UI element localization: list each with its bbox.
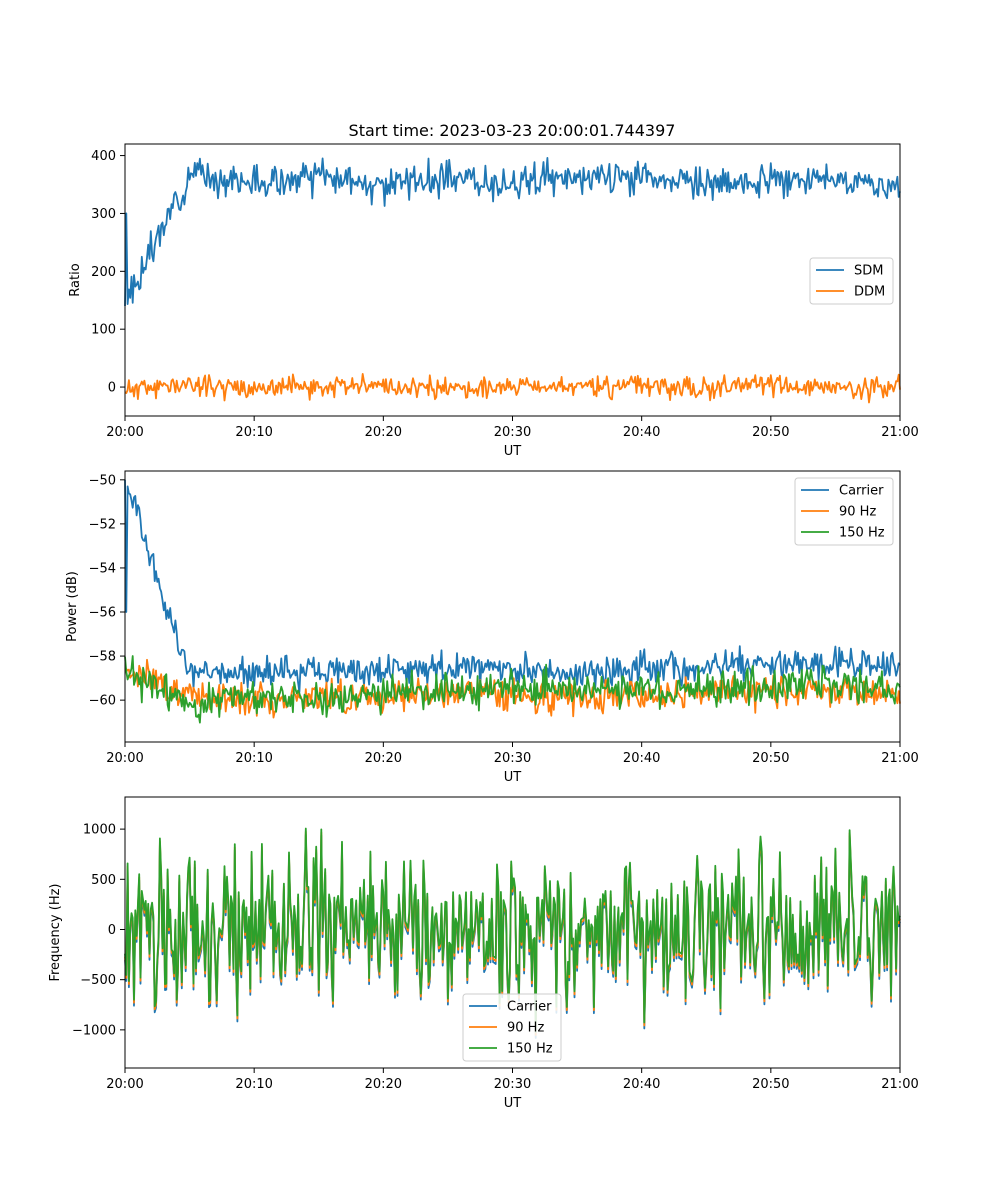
legend: Carrier 90 Hz 150 Hz	[462, 993, 562, 1062]
x-tick-label: 20:00	[106, 751, 143, 766]
legend-box	[794, 477, 894, 546]
x-tick-label: 20:40	[623, 751, 660, 766]
series-line-carrier	[124, 479, 901, 693]
legend-label: 90 Hz	[839, 505, 876, 520]
panels: 20:00 20:10 20:20 20:30 20:40 20:50 21:00 0 100 2…	[48, 143, 919, 1111]
y-axis-label: Frequency (Hz)	[48, 883, 63, 981]
x-tick-label: 20:20	[365, 425, 402, 440]
y-tick-label: 0	[108, 381, 116, 396]
legend-label: SDM	[854, 264, 883, 279]
x-tick-label: 21:00	[881, 1077, 918, 1092]
x-tick-label: 20:10	[235, 1077, 272, 1092]
legend: SDM DDM	[809, 257, 894, 305]
x-tick-label: 20:20	[365, 751, 402, 766]
x-tick-label: 20:10	[235, 425, 272, 440]
panel-3: 20:00 20:10 20:20 20:30 20:40 20:50 21:00 1000 5…	[48, 796, 919, 1111]
legend: Carrier 90 Hz 150 Hz	[794, 477, 894, 546]
panel-2: 20:00 20:10 20:20 20:30 20:40 20:50 21:00 −50 −5…	[65, 470, 919, 785]
x-tick-label: 20:50	[752, 425, 789, 440]
x-tick-label: 20:30	[494, 751, 531, 766]
y-tick-label: 1000	[83, 823, 116, 838]
y-tick-label: 400	[91, 149, 116, 164]
figure-title: Start time: 2023-03-23 20:00:01.744397	[349, 121, 676, 140]
x-tick-label: 20:10	[235, 751, 272, 766]
series-line-sdm	[124, 156, 901, 307]
y-tick-label: 300	[91, 207, 116, 222]
y-tick-label: 200	[91, 265, 116, 280]
y-tick-label: −1000	[72, 1023, 116, 1038]
x-tick-label: 20:50	[752, 1077, 789, 1092]
x-tick-label: 21:00	[881, 751, 918, 766]
y-tick-label: −50	[89, 473, 116, 488]
series-line-150-hz	[124, 655, 901, 724]
x-tick-label: 21:00	[881, 425, 918, 440]
legend-label: DDM	[854, 285, 885, 300]
series-line-150-hz	[124, 827, 901, 1033]
y-tick-label: −58	[89, 650, 116, 665]
y-tick-label: −54	[89, 561, 116, 576]
x-axis-label: UT	[504, 444, 522, 459]
x-tick-label: 20:00	[106, 1077, 143, 1092]
y-tick-label: −500	[80, 973, 116, 988]
panel-1: 20:00 20:10 20:20 20:30 20:40 20:50 21:00 0 100 2…	[68, 143, 919, 459]
x-tick-label: 20:00	[106, 425, 143, 440]
y-tick-label: −56	[89, 606, 116, 621]
y-tick-label: 100	[91, 323, 116, 338]
legend-label: 150 Hz	[507, 1042, 553, 1057]
legend-box	[462, 993, 562, 1062]
y-tick-label: −60	[89, 694, 116, 709]
y-tick-label: 0	[108, 923, 116, 938]
y-axis-label: Ratio	[68, 263, 83, 296]
legend-label: 90 Hz	[507, 1021, 544, 1036]
legend-label: Carrier	[507, 1000, 552, 1015]
x-tick-label: 20:50	[752, 751, 789, 766]
x-axis-label: UT	[504, 1096, 522, 1111]
x-axis-label: UT	[504, 770, 522, 785]
x-tick-label: 20:40	[623, 425, 660, 440]
y-axis-label: Power (dB)	[65, 571, 80, 642]
x-tick-label: 20:30	[494, 425, 531, 440]
y-tick-label: 500	[91, 873, 116, 888]
y-tick-label: −52	[89, 517, 116, 532]
legend-label: 150 Hz	[839, 526, 885, 541]
legend-label: Carrier	[839, 484, 884, 499]
x-tick-label: 20:20	[365, 1077, 402, 1092]
x-tick-label: 20:30	[494, 1077, 531, 1092]
series-line-ddm	[124, 372, 901, 404]
x-tick-label: 20:40	[623, 1077, 660, 1092]
